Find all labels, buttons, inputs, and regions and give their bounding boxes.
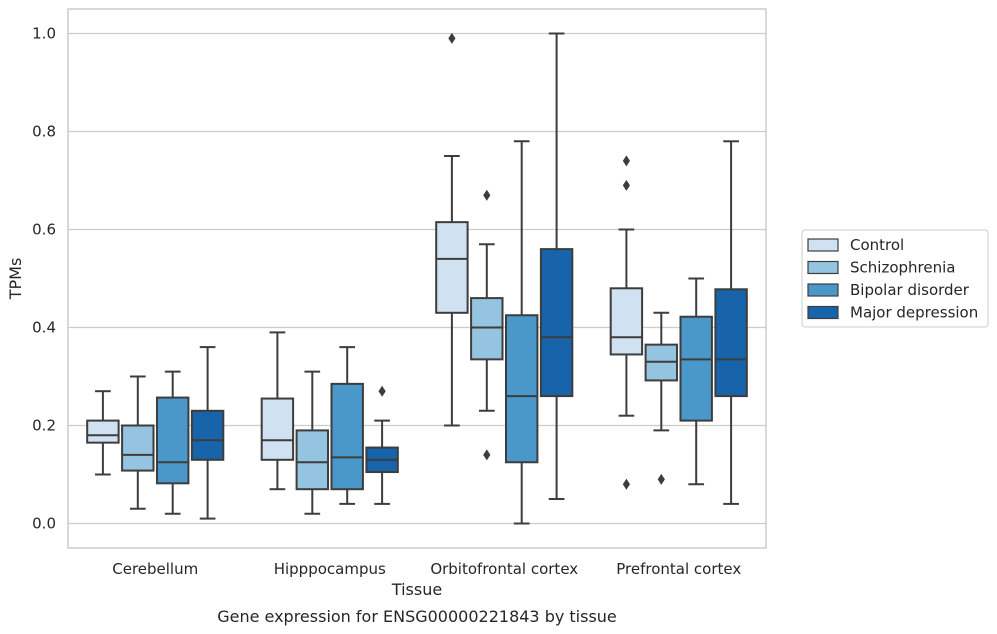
legend-swatch xyxy=(807,260,839,275)
outlier-point xyxy=(622,155,630,167)
box-body xyxy=(504,314,539,464)
chart-caption: Gene expression for ENSG00000221843 by t… xyxy=(217,607,617,626)
legend-frame xyxy=(801,229,989,328)
x-tick-labels: Cerebellum Hipppocampus Orbitofrontal cort… xyxy=(112,560,741,578)
box-control xyxy=(260,331,295,491)
box-body xyxy=(470,297,504,361)
x-tick-label: Orbitofrontal cortex xyxy=(430,560,578,578)
x-axis-label: Tissue xyxy=(391,580,442,599)
box-bipolar-disorder xyxy=(504,140,539,525)
y-tick-label: 0.8 xyxy=(32,123,56,141)
box-body xyxy=(609,287,644,356)
box-body xyxy=(86,419,120,444)
box-major-depression xyxy=(539,32,574,500)
box-schizophrenia xyxy=(644,311,679,485)
box-bipolar-disorder xyxy=(330,346,364,505)
legend-swatch xyxy=(807,283,839,297)
x-tick-label: Hipppocampus xyxy=(274,560,386,578)
box-body xyxy=(155,396,190,485)
box-body xyxy=(435,221,469,314)
box-control xyxy=(609,155,644,490)
box-body xyxy=(539,248,574,398)
box-body xyxy=(295,429,330,491)
outlier-point xyxy=(622,179,630,191)
y-tick-label: 0.4 xyxy=(32,319,56,337)
legend-label: Major depression xyxy=(850,304,978,322)
x-tick-label: Prefrontal cortex xyxy=(616,560,741,578)
legend-label: Bipolar disorder xyxy=(850,281,970,299)
box-body xyxy=(190,409,225,461)
outlier-point xyxy=(448,32,456,44)
y-tick-label: 0.6 xyxy=(32,221,56,239)
y-tick-label: 0.2 xyxy=(32,417,56,435)
box-control xyxy=(86,390,120,476)
legend: Control Schizophrenia Bipolar disorder Majo… xyxy=(801,229,989,328)
outlier-point xyxy=(622,478,630,490)
box-schizophrenia xyxy=(295,370,330,515)
box-schizophrenia xyxy=(121,375,155,510)
box-major-depression xyxy=(190,346,225,520)
outlier-point xyxy=(483,449,491,461)
y-tick-label: 1.0 xyxy=(32,25,56,43)
box-plot-series xyxy=(86,32,748,525)
legend-label: Schizophrenia xyxy=(850,259,955,277)
box-bipolar-disorder xyxy=(155,370,190,515)
x-tick-label: Cerebellum xyxy=(112,560,198,578)
y-axis-label: TPMs xyxy=(6,258,25,301)
plot-area-frame xyxy=(67,8,767,549)
outlier-point xyxy=(483,189,491,201)
legend-swatch xyxy=(807,305,839,320)
y-tick-labels: 0.0 0.2 0.4 0.6 0.8 1.0 xyxy=(32,25,56,533)
box-control xyxy=(435,32,469,427)
box-bipolar-disorder xyxy=(679,277,713,486)
box-major-depression xyxy=(714,140,748,505)
legend-swatch xyxy=(807,238,839,252)
outlier-point xyxy=(378,385,386,397)
box-major-depression xyxy=(365,385,399,505)
box-body xyxy=(330,382,364,491)
y-tick-label: 0.0 xyxy=(32,515,56,533)
legend-label: Control xyxy=(850,236,904,254)
box-body xyxy=(260,397,295,461)
box-body xyxy=(121,424,155,472)
outlier-point xyxy=(657,473,665,485)
box-schizophrenia xyxy=(470,189,504,461)
box-body xyxy=(679,315,713,422)
box-body xyxy=(714,288,748,398)
